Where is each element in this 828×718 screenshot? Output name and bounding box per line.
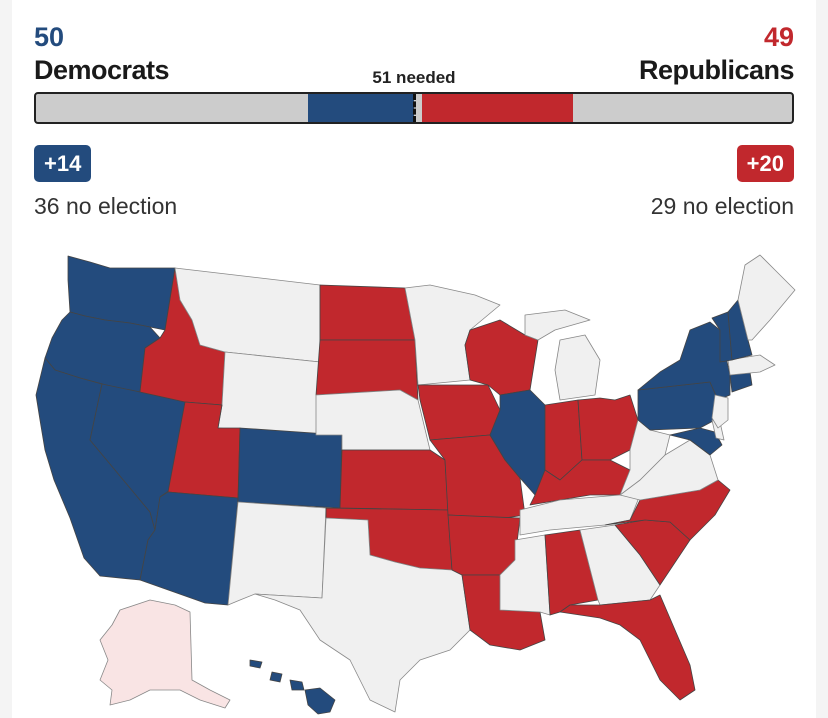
state-new-hampshire[interactable] — [727, 299, 753, 361]
republican-up-badge: +20 — [736, 145, 794, 182]
democrat-seat-count: 50 — [34, 22, 65, 52]
state-colorado[interactable] — [237, 427, 343, 509]
democrat-up-segment — [308, 94, 414, 122]
state-florida[interactable] — [559, 594, 696, 701]
state-maryland[interactable] — [669, 427, 723, 456]
state-kansas[interactable] — [339, 449, 449, 511]
state-texas[interactable] — [254, 517, 471, 713]
democrat-no-election-label: 36 no election — [34, 193, 178, 219]
state-michigan[interactable] — [524, 309, 601, 401]
state-alaska[interactable] — [99, 599, 231, 709]
republican-seat-count: 49 — [763, 22, 794, 52]
state-north-dakota[interactable] — [319, 284, 416, 341]
democrat-up-badge: +14 — [34, 145, 92, 182]
state-wyoming[interactable] — [217, 351, 321, 436]
state-hawaii[interactable] — [249, 659, 336, 715]
seat-balance-bar — [34, 92, 794, 124]
state-maine[interactable] — [737, 254, 796, 341]
democrat-label: Democrats — [34, 55, 170, 85]
republican-no-election-label: 29 no election — [650, 193, 794, 219]
state-north-carolina[interactable] — [604, 479, 731, 541]
state-pennsylvania[interactable] — [637, 381, 719, 431]
state-new-jersey[interactable] — [711, 394, 729, 429]
state-ohio[interactable] — [577, 394, 639, 461]
state-vermont[interactable] — [711, 311, 733, 363]
state-south-dakota[interactable] — [315, 339, 419, 401]
state-massachusetts[interactable] — [727, 354, 776, 376]
republican-up-segment — [421, 94, 573, 122]
state-illinois[interactable] — [489, 389, 546, 496]
state-iowa[interactable] — [417, 384, 501, 441]
majority-line — [413, 94, 416, 122]
state-new-mexico[interactable] — [227, 501, 327, 606]
republican-label: Republicans — [638, 55, 795, 85]
seats-needed-label: 51 needed — [372, 68, 456, 87]
